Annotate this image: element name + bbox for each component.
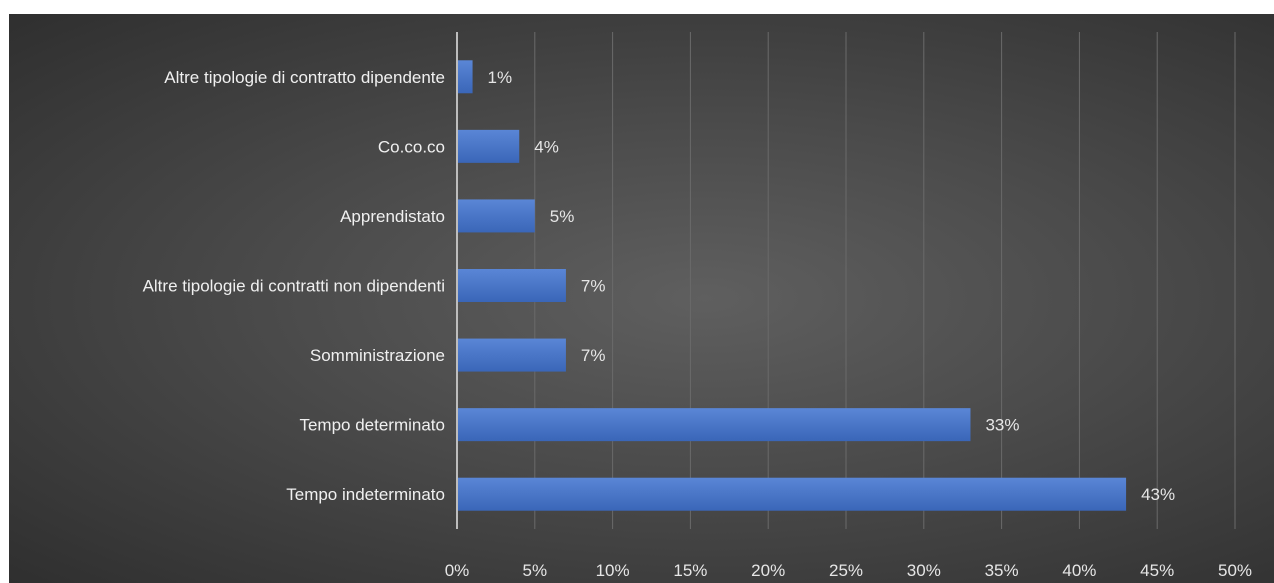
x-tick-label: 25% <box>829 561 863 580</box>
data-label: 4% <box>534 137 559 156</box>
x-tick-label: 20% <box>751 561 785 580</box>
x-tick-label: 40% <box>1062 561 1096 580</box>
category-label: Altre tipologie di contratto dipendente <box>164 68 445 87</box>
category-label: Tempo indeterminato <box>286 485 445 504</box>
data-label: 7% <box>581 346 606 365</box>
data-label: 43% <box>1141 485 1175 504</box>
bar <box>457 477 1127 511</box>
labels: 0% 5% 10% 15% 20% 25% 30% 35% 40% 45% 50% Altre tip… <box>143 68 1252 580</box>
category-label: Somministrazione <box>310 346 445 365</box>
bar <box>457 269 566 302</box>
x-tick-label: 5% <box>523 561 548 580</box>
x-tick-label: 35% <box>985 561 1019 580</box>
bar <box>457 199 535 233</box>
x-tick-label: 30% <box>907 561 941 580</box>
x-tick-label: 45% <box>1140 561 1174 580</box>
x-tick-label: 15% <box>673 561 707 580</box>
bar <box>457 129 520 163</box>
category-label: Altre tipologie di contratti non dipende… <box>143 277 445 296</box>
category-label: Apprendistato <box>340 207 445 226</box>
bar-chart: 0% 5% 10% 15% 20% 25% 30% 35% 40% 45% 50% Altre tip… <box>143 32 1252 580</box>
x-tick-label: 0% <box>445 561 470 580</box>
x-tick-label: 50% <box>1218 561 1252 580</box>
x-tick-label: 10% <box>596 561 630 580</box>
category-label: Co.co.co <box>378 137 445 156</box>
bars <box>457 60 1127 511</box>
data-label: 7% <box>581 277 606 296</box>
category-label: Tempo determinato <box>299 416 445 435</box>
data-label: 1% <box>488 68 513 87</box>
data-label: 33% <box>985 416 1019 435</box>
grid-lines <box>534 32 1236 529</box>
bar <box>457 60 473 94</box>
bar <box>457 408 971 442</box>
chart-area: 0% 5% 10% 15% 20% 25% 30% 35% 40% 45% 50% Altre tip… <box>9 14 1274 583</box>
bar <box>457 338 566 372</box>
data-label: 5% <box>550 207 575 226</box>
